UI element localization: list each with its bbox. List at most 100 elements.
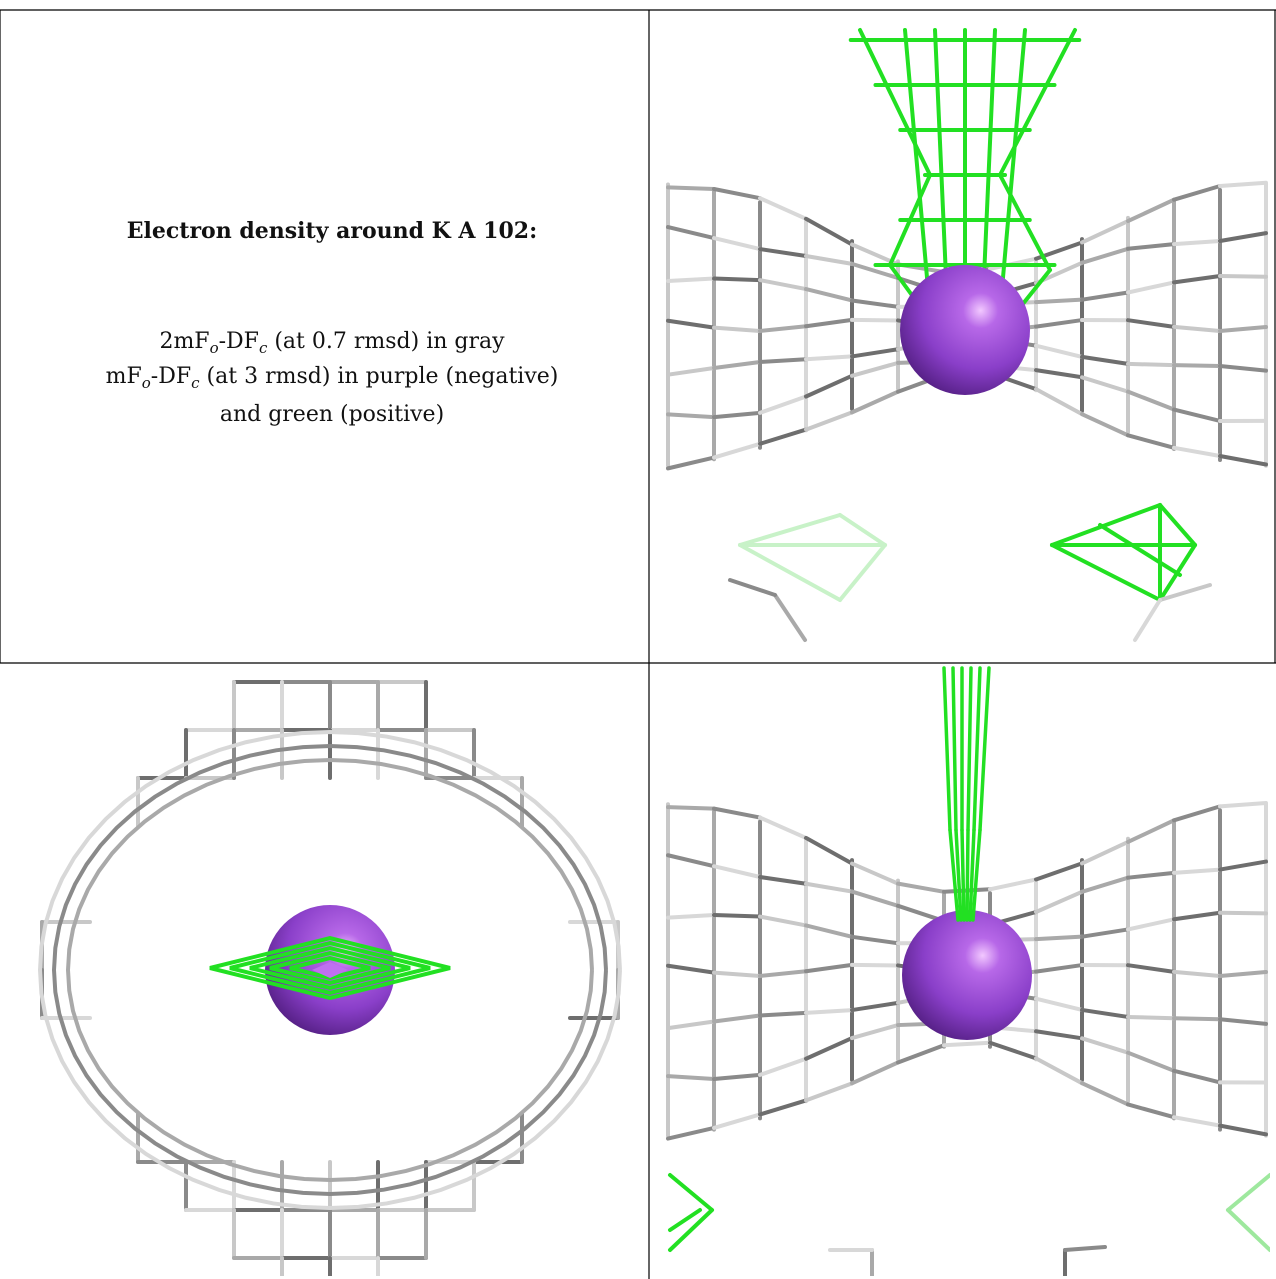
density-mesh — [804, 1081, 854, 1103]
density-mesh — [728, 578, 777, 597]
density-mesh — [1126, 197, 1176, 224]
density-mesh — [804, 1008, 854, 1015]
density-mesh — [1126, 963, 1176, 974]
density-mesh — [758, 357, 808, 364]
density-mesh — [758, 969, 808, 978]
positive-mesh — [999, 28, 1027, 302]
density-mesh — [1126, 361, 1176, 368]
density-mesh — [65, 757, 594, 1183]
positive-mesh — [954, 828, 963, 922]
density-mesh — [1172, 969, 1222, 978]
density-mesh — [1172, 804, 1222, 823]
density-mesh — [666, 853, 716, 869]
density-view-top — [37, 680, 622, 1276]
density-mesh — [1034, 861, 1084, 882]
density-mesh — [712, 187, 762, 201]
density-mesh — [850, 389, 900, 415]
density-mesh — [712, 410, 762, 420]
density-mesh — [1034, 318, 1084, 329]
density-mesh — [804, 1036, 854, 1061]
density-mesh — [758, 1098, 808, 1117]
caption-text: -DF — [219, 329, 259, 354]
density-mesh — [1034, 368, 1084, 380]
density-mesh — [666, 318, 716, 330]
density-mesh — [1172, 324, 1222, 333]
density-mesh — [1218, 800, 1268, 809]
density-mesh — [712, 236, 762, 252]
positive-mesh — [966, 666, 973, 832]
positive-mesh — [1226, 1208, 1270, 1252]
positive-mesh — [903, 28, 931, 302]
density-mesh — [1080, 1007, 1130, 1019]
density-mesh — [758, 914, 808, 928]
density-mesh — [1080, 354, 1130, 366]
density-mesh — [758, 196, 808, 221]
density-mesh — [758, 875, 808, 886]
density-mesh — [850, 861, 900, 886]
density-mesh — [1034, 996, 1084, 1012]
caption-line: and green (positive) — [220, 402, 444, 427]
density-mesh — [712, 1112, 762, 1130]
density-mesh — [666, 963, 716, 975]
density-mesh — [666, 276, 716, 284]
density-mesh — [850, 934, 900, 946]
density-mesh — [1218, 1123, 1268, 1137]
density-mesh — [1126, 1014, 1176, 1021]
density-mesh — [1080, 927, 1130, 939]
density-mesh — [758, 1010, 808, 1018]
density-mesh — [804, 216, 854, 247]
density-mesh — [804, 354, 854, 362]
positive-mesh — [1098, 523, 1182, 577]
density-mesh — [1172, 363, 1222, 368]
density-mesh — [712, 1072, 762, 1082]
density-mesh — [666, 1074, 716, 1082]
density-mesh — [896, 881, 946, 894]
density-mesh — [712, 276, 762, 283]
density-mesh — [850, 261, 900, 280]
density-mesh — [758, 1056, 808, 1077]
density-mesh — [1218, 325, 1268, 333]
density-mesh — [1172, 1115, 1222, 1128]
positive-mesh — [858, 28, 932, 177]
density-mesh — [1080, 375, 1130, 394]
density-mesh — [712, 970, 762, 978]
positive-mesh — [972, 666, 982, 832]
density-mesh — [988, 1040, 1038, 1061]
density-mesh — [1172, 910, 1222, 922]
density-mesh — [850, 360, 900, 378]
subscript: o — [142, 374, 151, 392]
positive-mesh — [249, 945, 411, 991]
density-mesh — [1126, 1102, 1176, 1120]
potassium-ion — [900, 265, 1030, 395]
density-mesh — [1080, 875, 1130, 894]
positive-mesh — [1050, 503, 1162, 547]
positive-mesh — [668, 1208, 714, 1252]
positive-mesh — [998, 173, 1052, 272]
density-mesh — [1172, 407, 1222, 423]
density-mesh — [1218, 180, 1268, 189]
positive-mesh — [1050, 543, 1162, 602]
density-mesh — [1034, 889, 1084, 915]
density-mesh — [1080, 219, 1130, 245]
positive-mesh — [1226, 1173, 1270, 1212]
density-mesh — [896, 1043, 946, 1065]
density-mesh — [666, 805, 716, 811]
density-mesh — [850, 962, 900, 968]
subscript: o — [210, 339, 219, 357]
caption-line: 2mFo-DFc (at 0.7 rmsd) in gray — [159, 329, 505, 357]
density-mesh — [666, 455, 716, 471]
density-mesh — [850, 347, 900, 359]
positive-mesh — [738, 513, 842, 547]
density-mesh — [1218, 274, 1268, 279]
density-mesh — [51, 743, 608, 1197]
density-mesh — [1218, 1017, 1268, 1026]
positive-mesh — [978, 666, 991, 832]
density-mesh — [1126, 433, 1176, 450]
density-mesh — [1034, 934, 1084, 942]
density-mesh — [666, 185, 716, 192]
density-mesh — [1126, 242, 1176, 251]
density-mesh — [758, 324, 808, 333]
density-mesh — [1034, 1056, 1084, 1086]
